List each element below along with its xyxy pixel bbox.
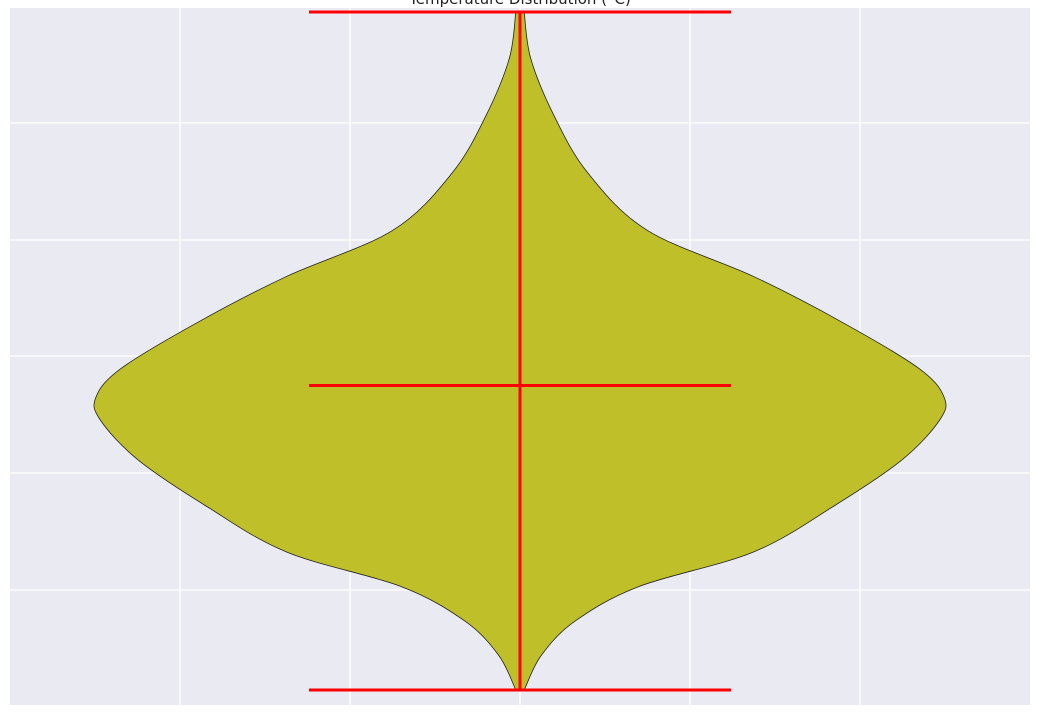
- stat-lines: [309, 10, 731, 692]
- chart-title: Temperature Distribution (°C): [408, 0, 631, 8]
